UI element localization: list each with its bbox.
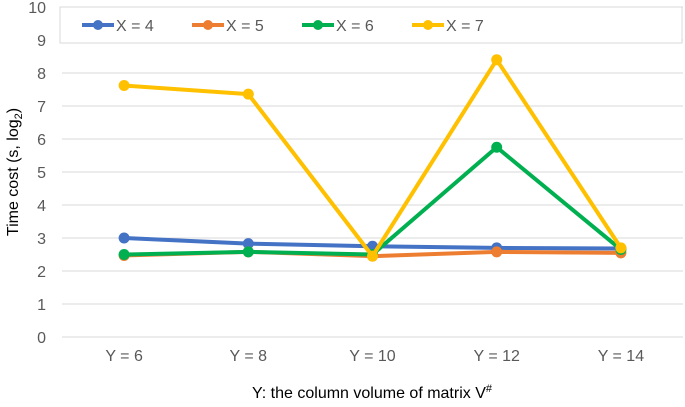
y-tick-label: 1 [37, 297, 46, 314]
series-line [123, 57, 623, 259]
data-point [242, 238, 254, 250]
data-point [242, 88, 254, 100]
x-axis-label: Y: the column volume of matrix V# [252, 383, 493, 402]
y-tick-label: 0 [37, 330, 46, 347]
legend-label: X = 7 [446, 18, 484, 35]
x-tick-label: Y = 8 [230, 348, 268, 365]
legend-marker [423, 20, 433, 30]
legend-item: X = 6 [302, 18, 374, 35]
data-point [242, 246, 254, 258]
y-tick-label: 8 [37, 66, 46, 83]
data-point [367, 250, 378, 262]
x-tick-label: Y = 6 [105, 348, 143, 365]
x-tick-label: Y = 12 [473, 348, 520, 365]
data-point [491, 141, 503, 153]
legend-label: X = 4 [116, 18, 154, 35]
y-tick-label: 2 [37, 264, 46, 281]
data-point [118, 249, 130, 260]
y-tick-label: 5 [37, 165, 46, 182]
x-tick-label: Y = 14 [598, 348, 645, 365]
y-tick-label: 7 [37, 99, 46, 116]
y-tick-label: 6 [37, 132, 46, 149]
legend-item: X = 5 [192, 18, 264, 35]
y-tick-label: 9 [37, 33, 46, 50]
data-point [491, 54, 503, 66]
data-point [118, 80, 130, 92]
x-tick-label: Y = 10 [349, 348, 396, 365]
legend-marker [93, 20, 103, 30]
legend-box [59, 6, 683, 44]
data-point [491, 246, 503, 258]
y-tick-label: 3 [37, 231, 46, 248]
legend-label: X = 5 [226, 18, 264, 35]
y-tick-label: 4 [37, 198, 46, 215]
series-x7 [118, 54, 627, 262]
legend-item: X = 7 [412, 18, 484, 35]
y-axis-label: Time cost (s, log2) [5, 108, 25, 236]
legend-marker [313, 20, 323, 30]
y-tick-label: 10 [28, 0, 46, 17]
data-point [118, 232, 130, 244]
data-point [615, 242, 627, 254]
series-x4 [118, 232, 627, 255]
legend-marker [203, 20, 213, 30]
legend-label: X = 6 [336, 18, 374, 35]
legend-item: X = 4 [82, 18, 154, 35]
